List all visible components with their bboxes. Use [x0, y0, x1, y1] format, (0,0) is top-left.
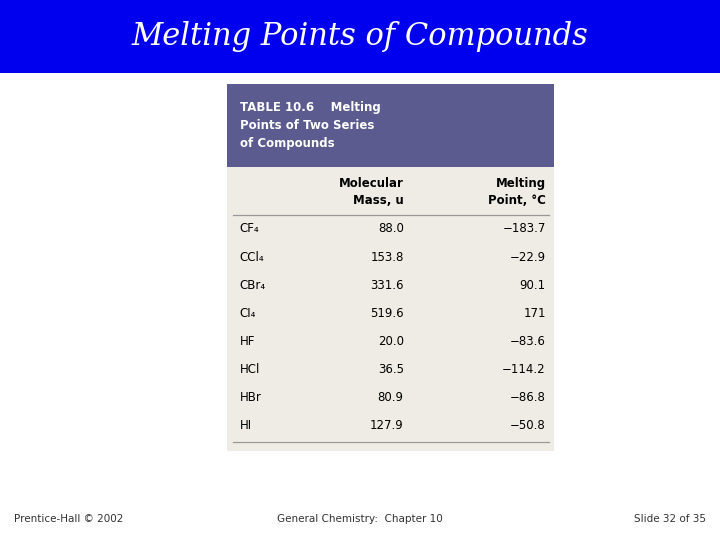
- Text: 90.1: 90.1: [520, 279, 546, 292]
- Text: 80.9: 80.9: [378, 391, 404, 404]
- Text: CF₄: CF₄: [240, 222, 259, 235]
- Text: −183.7: −183.7: [503, 222, 546, 235]
- Text: 519.6: 519.6: [370, 307, 404, 320]
- Text: 171: 171: [523, 307, 546, 320]
- Text: Molecular
Mass, u: Molecular Mass, u: [339, 177, 404, 207]
- Text: 127.9: 127.9: [370, 419, 404, 432]
- Text: CCl₄: CCl₄: [240, 251, 264, 264]
- Text: HI: HI: [240, 419, 252, 432]
- Text: −114.2: −114.2: [502, 363, 546, 376]
- Text: Prentice-Hall © 2002: Prentice-Hall © 2002: [14, 515, 124, 524]
- Text: 88.0: 88.0: [378, 222, 404, 235]
- Text: 331.6: 331.6: [370, 279, 404, 292]
- Text: 20.0: 20.0: [378, 335, 404, 348]
- Text: Melting
Point, °C: Melting Point, °C: [488, 177, 546, 207]
- Text: −22.9: −22.9: [510, 251, 546, 264]
- Text: −83.6: −83.6: [510, 335, 546, 348]
- Text: CI₄: CI₄: [240, 307, 256, 320]
- FancyBboxPatch shape: [227, 167, 554, 451]
- Text: HBr: HBr: [240, 391, 261, 404]
- Text: TABLE 10.6    Melting
Points of Two Series
of Compounds: TABLE 10.6 Melting Points of Two Series …: [240, 101, 380, 150]
- Text: Melting Points of Compounds: Melting Points of Compounds: [132, 21, 588, 52]
- Text: Slide 32 of 35: Slide 32 of 35: [634, 515, 706, 524]
- Text: HCl: HCl: [240, 363, 260, 376]
- Text: HF: HF: [240, 335, 255, 348]
- Text: CBr₄: CBr₄: [240, 279, 266, 292]
- FancyBboxPatch shape: [227, 84, 554, 167]
- Text: −86.8: −86.8: [510, 391, 546, 404]
- Text: −50.8: −50.8: [510, 419, 546, 432]
- FancyBboxPatch shape: [0, 0, 720, 73]
- Text: General Chemistry:  Chapter 10: General Chemistry: Chapter 10: [277, 515, 443, 524]
- Text: 153.8: 153.8: [370, 251, 404, 264]
- Text: 36.5: 36.5: [378, 363, 404, 376]
